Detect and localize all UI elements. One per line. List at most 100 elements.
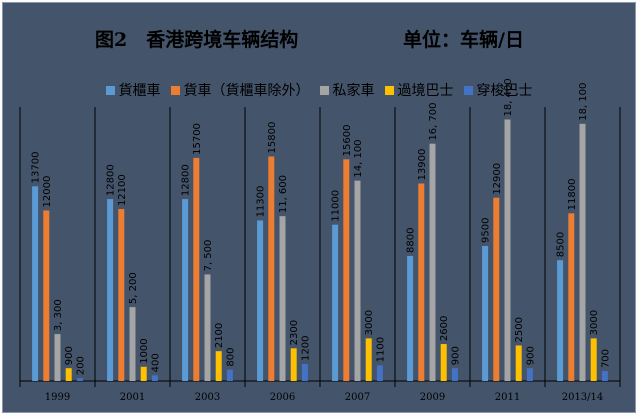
bar-1999-2 (54, 334, 61, 381)
bar-label: 7, 500 (203, 240, 214, 272)
unit-label: 单位：车辆/日 (403, 29, 524, 51)
bar-label: 3000 (364, 310, 375, 335)
bar-label: 12900 (492, 163, 503, 195)
bar-2006-1 (268, 156, 275, 381)
bar-label: 11800 (567, 179, 578, 211)
legend-item-2: 私家車 (319, 80, 375, 100)
bar-2011-0 (482, 246, 489, 381)
bar-label: 16, 700 (428, 103, 439, 141)
bar-2001-1 (118, 209, 125, 381)
bar-1999-3 (65, 368, 72, 381)
bar-label: 15600 (342, 125, 353, 157)
bar-label: 1100 (375, 337, 386, 362)
bar-label: 12800 (181, 164, 192, 196)
bar-2009-0 (407, 255, 414, 381)
bar-label: 3, 300 (53, 299, 64, 331)
title-row: 图2 香港跨境车辆结构 单位：车辆/日 (3, 25, 635, 55)
legend-swatch-2 (319, 85, 329, 95)
chart-title: 图2 香港跨境车辆结构 (95, 29, 299, 51)
bar-2009-4 (451, 368, 458, 381)
bar-label: 12800 (106, 164, 117, 196)
x-tick-label: 1999 (45, 392, 70, 403)
x-tick-label: 2007 (345, 392, 370, 403)
legend-swatch-0 (105, 85, 115, 95)
bar-2011-2 (504, 119, 511, 382)
bar-label: 2300 (289, 320, 300, 345)
bar-label: 900 (525, 346, 536, 365)
bar-2006-2 (279, 216, 286, 381)
legend-label-1: 貨車（貨櫃車除外） (183, 83, 310, 99)
bar-2003-4 (226, 369, 233, 381)
bar-label: 2500 (514, 317, 525, 342)
bar-2007-1 (343, 159, 350, 381)
x-tick-label: 2001 (120, 392, 145, 403)
bar-label: 11000 (331, 190, 342, 222)
legend-label-2: 私家車 (332, 83, 375, 99)
legend-item-1: 貨車（貨櫃車除外） (170, 80, 310, 100)
bar-label: 9500 (481, 218, 492, 243)
legend-swatch-3 (384, 85, 394, 95)
legend-label-3: 過境巴士 (397, 83, 454, 99)
bar-label: 5, 200 (128, 272, 139, 304)
bar-2006-3 (290, 348, 297, 381)
bar-2013/14-4 (601, 371, 608, 381)
bar-label: 18, 100 (578, 83, 589, 121)
bar-label: 900 (450, 346, 461, 365)
legend-label-4: 穿梭巴士 (476, 83, 533, 99)
legend-item-0: 貨櫃車 (105, 80, 161, 100)
bar-2003-0 (182, 199, 189, 381)
bar-2007-2 (354, 180, 361, 381)
legend-swatch-4 (463, 85, 473, 95)
bar-2001-3 (140, 366, 147, 381)
legend: 貨櫃車 貨車（貨櫃車除外） 私家車 過境巴士 穿梭巴士 (3, 80, 635, 100)
x-tick-label: 2006 (270, 392, 295, 403)
bar-2006-4 (301, 363, 308, 381)
bar-2007-3 (365, 338, 372, 381)
bar-2011-4 (526, 368, 533, 381)
bar-2011-3 (515, 345, 522, 381)
bar-label: 12100 (117, 174, 128, 206)
bar-1999-4 (76, 378, 83, 381)
bar-label: 1200 (300, 335, 311, 360)
bar-label: 11, 600 (278, 175, 289, 213)
bar-2013/14-1 (568, 213, 575, 381)
bar-label: 15800 (267, 122, 278, 154)
legend-item-3: 過境巴士 (384, 80, 454, 100)
bar-2001-4 (151, 375, 158, 381)
bar-label: 8800 (406, 227, 417, 252)
bar-label: 900 (64, 346, 75, 365)
legend-label-0: 貨櫃車 (118, 83, 161, 99)
bar-2011-1 (493, 197, 500, 381)
bar-2007-0 (332, 224, 339, 381)
bar-2009-3 (440, 344, 447, 381)
x-tick-label: 2003 (195, 392, 220, 403)
bar-2009-2 (429, 143, 436, 381)
bar-label: 8500 (556, 232, 567, 257)
bar-2007-4 (376, 365, 383, 381)
bar-label: 11300 (256, 186, 267, 218)
bar-2006-0 (257, 220, 264, 381)
bar-2013/14-2 (579, 123, 586, 381)
bar-label: 15700 (192, 123, 203, 155)
bar-label: 1000 (139, 338, 150, 363)
bar-2013/14-0 (557, 260, 564, 381)
bar-label: 12000 (42, 176, 53, 208)
bar-1999-1 (43, 210, 50, 381)
chart-frame: 图2 香港跨境车辆结构 单位：车辆/日 貨櫃車 貨車（貨櫃車除外） 私家車 過境巴士 穿… (2, 2, 636, 413)
bar-label: 18, 400 (503, 78, 514, 116)
x-tick-label: 2009 (420, 392, 445, 403)
bar-label: 700 (600, 349, 611, 368)
bar-2001-0 (107, 199, 114, 381)
bar-2003-3 (215, 351, 222, 381)
bar-label: 2600 (439, 316, 450, 341)
bar-2003-2 (204, 274, 211, 381)
bar-label: 13900 (417, 149, 428, 181)
legend-swatch-1 (170, 85, 180, 95)
bar-label: 13700 (31, 152, 42, 184)
x-tick-label: 2013/14 (562, 392, 604, 403)
bar-label: 2100 (214, 323, 225, 348)
bar-2003-1 (193, 157, 200, 381)
x-tick-label: 2011 (495, 392, 520, 403)
bar-2013/14-3 (590, 338, 597, 381)
